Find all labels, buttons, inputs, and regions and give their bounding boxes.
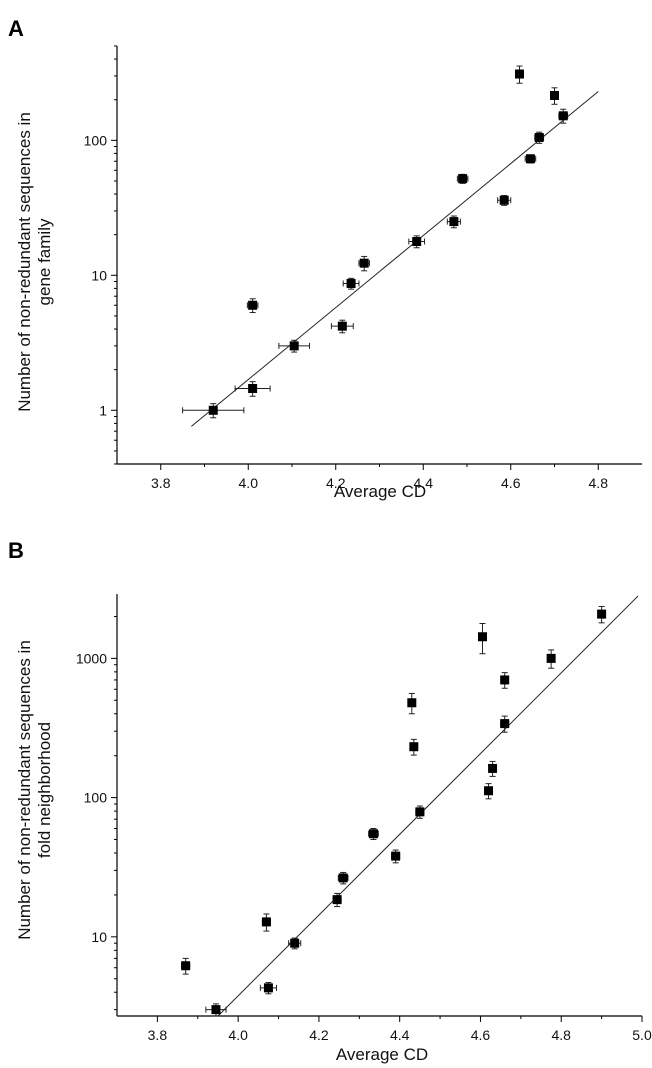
x-tick-label: 4.0	[239, 475, 259, 491]
x-tick-label: 4.2	[309, 1027, 329, 1043]
fit-line	[191, 91, 599, 427]
x-tick-label: 3.8	[148, 1027, 168, 1043]
y-tick-label: 1	[99, 402, 107, 418]
data-point	[515, 69, 524, 79]
x-tick-label: 4.8	[589, 475, 609, 491]
data-point	[346, 278, 356, 288]
data-point	[289, 341, 299, 351]
data-point	[248, 300, 258, 310]
data-point	[181, 961, 191, 971]
data-point	[359, 258, 369, 268]
y-axis-title-line1: Number of non-redundant sequences in	[15, 640, 34, 940]
y-axis-title-line2: fold neighborhood	[35, 722, 54, 858]
x-axis-title: Average CD	[336, 1045, 428, 1064]
data-point	[499, 195, 509, 205]
data-point	[550, 90, 559, 100]
data-point	[407, 698, 417, 708]
scatter-chart-a: A 3.8 4.0 4.2 4.4 4.6 4.8 1 10 100 Number of non…	[8, 16, 642, 501]
data-point	[449, 217, 459, 227]
y-tick-label: 1000	[76, 650, 107, 666]
x-tick-label: 4.2	[326, 475, 346, 491]
x-tick-label: 4.0	[228, 1027, 248, 1043]
x-tick-label: 4.8	[551, 1027, 571, 1043]
y-tick-label: 10	[91, 267, 107, 283]
data-point	[458, 174, 468, 184]
data-point	[597, 609, 607, 619]
x-tick-label: 4.6	[501, 475, 521, 491]
data-point	[409, 742, 419, 752]
panel-label: B	[8, 538, 24, 563]
x-tick-label: 4.4	[390, 1027, 410, 1043]
data-point	[368, 829, 378, 839]
y-tick-label: 10	[91, 929, 107, 945]
x-tick-label: 3.8	[151, 475, 171, 491]
data-point	[477, 632, 487, 642]
x-axis-title: Average CD	[334, 482, 426, 501]
y-axis-title-line2: gene family	[35, 218, 54, 305]
x-tick-label: 4.6	[471, 1027, 491, 1043]
data-point	[337, 321, 347, 331]
scatter-chart-b: B 3.8 4.0 4.2 4.4 4.6 4.8 5.0 10 100 1000 Number …	[8, 538, 652, 1064]
y-tick-label: 100	[84, 132, 108, 148]
data-point	[211, 1005, 221, 1015]
y-tick-label: 100	[84, 790, 108, 806]
data-point	[558, 111, 568, 121]
data-point	[488, 763, 498, 773]
data-point	[525, 154, 535, 164]
data-point	[208, 405, 218, 415]
data-point	[261, 917, 271, 927]
y-axis-title-line1: Number of non-redundant sequences in	[15, 112, 34, 412]
data-point	[338, 873, 348, 883]
data-point	[290, 938, 300, 948]
x-tick-label: 5.0	[632, 1027, 652, 1043]
panel-b: B 3.8 4.0 4.2 4.4 4.6 4.8 5.0 10 100 1000 Number …	[0, 534, 652, 1068]
panel-a: A 3.8 4.0 4.2 4.4 4.6 4.8 1 10 100 Number of non…	[8, 16, 642, 501]
data-point	[248, 384, 258, 394]
data-point	[500, 719, 510, 729]
data-point	[332, 895, 342, 905]
data-point	[500, 675, 510, 685]
data-point	[263, 983, 273, 993]
fit-line	[217, 595, 639, 1017]
data-point	[546, 653, 556, 663]
data-point	[534, 132, 544, 142]
data-point	[484, 786, 494, 796]
data-point	[415, 807, 425, 817]
x-tick-label: 4.4	[414, 475, 434, 491]
panel-label: A	[8, 16, 24, 41]
data-point	[391, 851, 401, 861]
data-point	[412, 237, 422, 247]
